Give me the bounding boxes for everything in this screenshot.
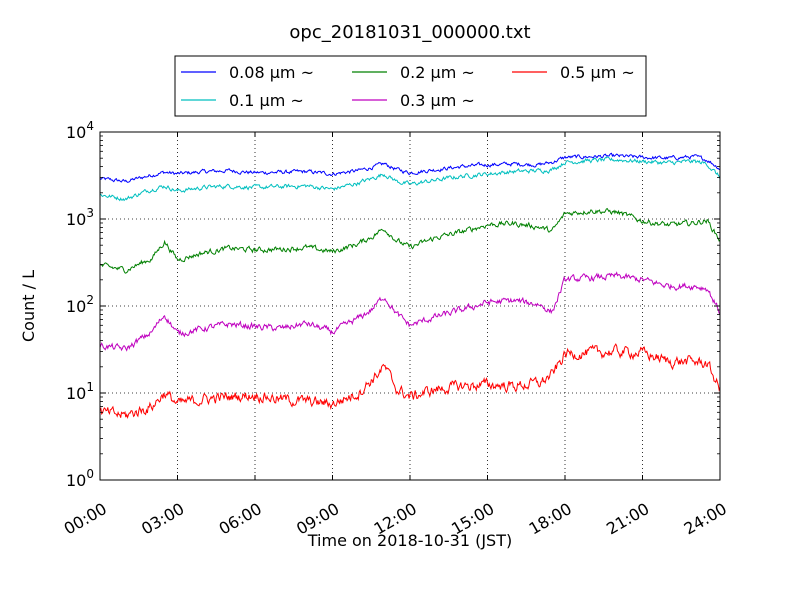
legend-label-unit: μm ~: [260, 91, 304, 110]
series-line: [99, 207, 721, 274]
legend-label-unit: μm ~: [591, 63, 635, 82]
y-tick-label: 104: [66, 119, 94, 142]
legend-label-main: 0.3: [400, 91, 431, 110]
y-tick-exponent: 2: [86, 293, 94, 307]
legend-label: 0.3 μm ~: [400, 91, 475, 110]
legend-label: 0.08 μm ~: [229, 63, 314, 82]
series-line: [99, 152, 720, 183]
legend-label-main: 0.5: [560, 63, 591, 82]
legend-label-unit: μm ~: [431, 91, 475, 110]
y-tick-base: 10: [66, 471, 86, 490]
series-line: [99, 271, 721, 352]
y-tick-exponent: 0: [86, 467, 94, 481]
y-tick-base: 10: [66, 210, 86, 229]
legend-label-main: 0.08: [229, 63, 270, 82]
y-tick-label: 101: [66, 380, 94, 403]
y-tick-exponent: 3: [86, 206, 94, 220]
legend: 0.08 μm ~0.1 μm ~0.2 μm ~0.3 μm ~0.5 μm …: [174, 55, 647, 117]
legend-label: 0.1 μm ~: [229, 91, 304, 110]
legend-frame: [174, 55, 647, 117]
x-axis-label: Time on 2018-10-31 (JST): [307, 531, 512, 550]
legend-label: 0.5 μm ~: [560, 63, 635, 82]
series-line: [99, 156, 721, 202]
legend-label-main: 0.2: [400, 63, 431, 82]
legend-label-main: 0.1: [229, 91, 260, 110]
series-line: [99, 343, 721, 420]
y-axis-label: Count / L: [19, 270, 38, 342]
grid: [100, 132, 720, 480]
legend-label-unit: μm ~: [431, 63, 475, 82]
chart-title: opc_20181031_000000.txt: [289, 22, 530, 43]
y-tick-exponent: 1: [86, 380, 94, 394]
y-tick-exponent: 4: [86, 119, 94, 133]
y-tick-label: 100: [66, 467, 94, 490]
legend-label: 0.2 μm ~: [400, 63, 475, 82]
series-layer: [99, 152, 721, 420]
y-tick-base: 10: [66, 123, 86, 142]
y-tick-base: 10: [66, 297, 86, 316]
y-tick-base: 10: [66, 384, 86, 403]
y-tick-label: 102: [66, 293, 94, 316]
legend-label-unit: μm ~: [270, 63, 314, 82]
y-tick-label: 103: [66, 206, 94, 229]
